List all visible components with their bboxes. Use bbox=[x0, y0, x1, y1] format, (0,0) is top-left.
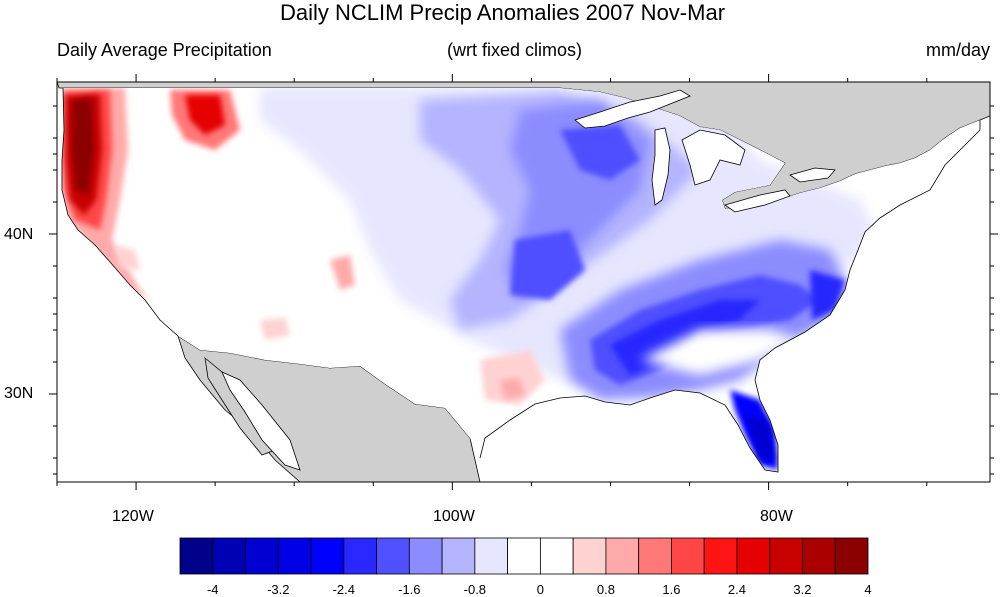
colorbar-swatch bbox=[736, 537, 771, 575]
units-label: mm/day bbox=[925, 40, 990, 60]
colorbar-swatch bbox=[572, 537, 607, 575]
great-lakes bbox=[574, 89, 836, 213]
page-title: Daily NCLIM Precip Anomalies 2007 Nov-Ma… bbox=[279, 0, 726, 25]
colorbar-swatch bbox=[343, 537, 377, 575]
climo-note: (wrt fixed climos) bbox=[447, 40, 583, 60]
colorbar-swatch bbox=[179, 537, 214, 575]
colorbar-label: 0.8 bbox=[596, 582, 615, 597]
colorbar-swatch bbox=[310, 537, 345, 575]
gulf-of-california bbox=[221, 371, 301, 471]
colorbar-swatch bbox=[408, 537, 443, 575]
lon-label-80w: 80W bbox=[760, 508, 793, 525]
lake-michigan bbox=[651, 127, 671, 206]
colorbar-swatch bbox=[539, 537, 574, 575]
lake-superior bbox=[574, 89, 691, 129]
lake-erie bbox=[724, 189, 791, 213]
lake-huron bbox=[681, 129, 746, 186]
colorbar-swatch bbox=[769, 537, 803, 575]
colorbar-swatch bbox=[605, 537, 640, 575]
lat-label-40n: 40N bbox=[4, 226, 34, 243]
axis-ticks bbox=[49, 74, 998, 490]
lon-label-100w: 100W bbox=[433, 508, 475, 525]
colorbar-swatch bbox=[212, 537, 246, 575]
colorbar-label: 3.2 bbox=[793, 582, 812, 597]
conus-outline bbox=[61, 87, 179, 337]
colorbar-label: -0.8 bbox=[463, 582, 487, 597]
colorbar-label: 4 bbox=[864, 582, 872, 597]
colorbar-swatch bbox=[441, 537, 476, 575]
colorbar-label: 0 bbox=[536, 582, 544, 597]
colorbar-swatch bbox=[802, 537, 836, 575]
colorbar-swatch bbox=[703, 537, 738, 575]
lon-label-120w: 120W bbox=[112, 508, 154, 525]
lat-label-30n: 30N bbox=[4, 385, 34, 402]
colorbar-label: -4 bbox=[206, 582, 219, 597]
plot-frame bbox=[56, 81, 991, 483]
colorbar-label: -2.4 bbox=[332, 582, 355, 597]
colorbar-swatch bbox=[376, 537, 410, 575]
colorbar bbox=[179, 537, 869, 575]
colorbar-swatch bbox=[474, 537, 509, 575]
lake-ontario bbox=[789, 167, 836, 183]
east-coast-outline bbox=[479, 120, 981, 473]
variable-label: Daily Average Precipitation bbox=[57, 40, 272, 60]
colorbar-swatch bbox=[671, 537, 705, 575]
colorbar-label: -1.6 bbox=[398, 582, 421, 597]
colorbar-label: 1.6 bbox=[662, 582, 681, 597]
colorbar-swatch bbox=[638, 537, 672, 575]
colorbar-swatch bbox=[277, 537, 312, 575]
colorbar-swatch bbox=[507, 537, 541, 575]
colorbar-label: -3.2 bbox=[267, 582, 290, 597]
anomaly-field bbox=[62, 88, 880, 470]
colorbar-swatch bbox=[245, 537, 279, 575]
colorbar-label: 2.4 bbox=[727, 582, 746, 597]
colorbar-swatch bbox=[834, 537, 869, 575]
